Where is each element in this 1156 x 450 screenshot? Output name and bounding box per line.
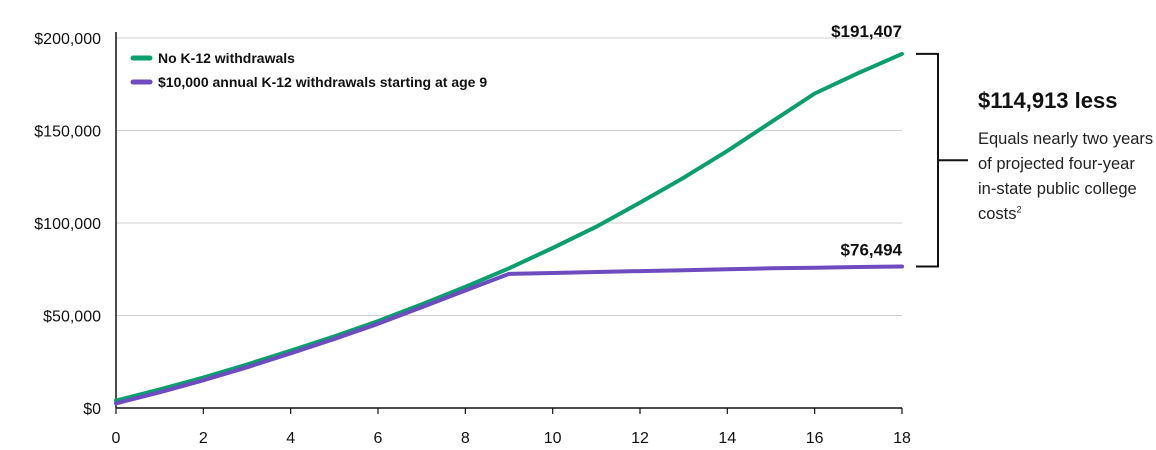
x-tick-label: 14 [718, 430, 736, 445]
difference-bracket [916, 52, 968, 268]
callout-body: Equals nearly two years of projected fou… [978, 127, 1156, 227]
gridlines [116, 37, 902, 316]
legend: No K-12 withdrawals $10,000 annual K-12 w… [130, 50, 487, 90]
end-label-with-withdrawals: $76,494 [841, 240, 903, 259]
legend-label: No K-12 withdrawals [158, 50, 295, 66]
x-tick-label: 16 [806, 430, 824, 445]
axes: $0 $50,000 $100,000 $150,000 $200,000 0 2 4 6 8 10… [34, 31, 911, 447]
x-tick-label: 4 [286, 430, 295, 445]
y-tick-label: $0 [83, 401, 101, 418]
legend-label: $10,000 annual K-12 withdrawals starting… [158, 74, 487, 90]
y-tick-label: $100,000 [34, 216, 101, 233]
y-tick-label: $50,000 [43, 309, 101, 326]
x-tick-label: 2 [199, 430, 208, 445]
end-labels: $191,407 $76,494 [831, 22, 902, 260]
series-lines [114, 51, 904, 406]
series-line-with-withdrawals [114, 264, 904, 406]
x-tick-label: 6 [374, 430, 383, 445]
x-tick-label: 8 [461, 430, 470, 445]
end-label-no-withdrawals: $191,407 [831, 22, 902, 41]
x-tick-label: 0 [112, 430, 121, 445]
bracket-line [916, 52, 939, 268]
x-tick-label: 12 [631, 430, 649, 445]
callout-headline: $114,913 less [978, 88, 1118, 113]
y-tick-label: $200,000 [34, 31, 101, 48]
x-tick-label: 10 [544, 430, 562, 445]
series-line-no-withdrawals [114, 51, 904, 403]
x-tick-label: 18 [893, 430, 911, 445]
y-tick-label: $150,000 [34, 124, 101, 141]
callout-footnote-marker: 2 [1016, 204, 1022, 215]
callout-body-text: Equals nearly two years of projected fou… [978, 130, 1154, 223]
